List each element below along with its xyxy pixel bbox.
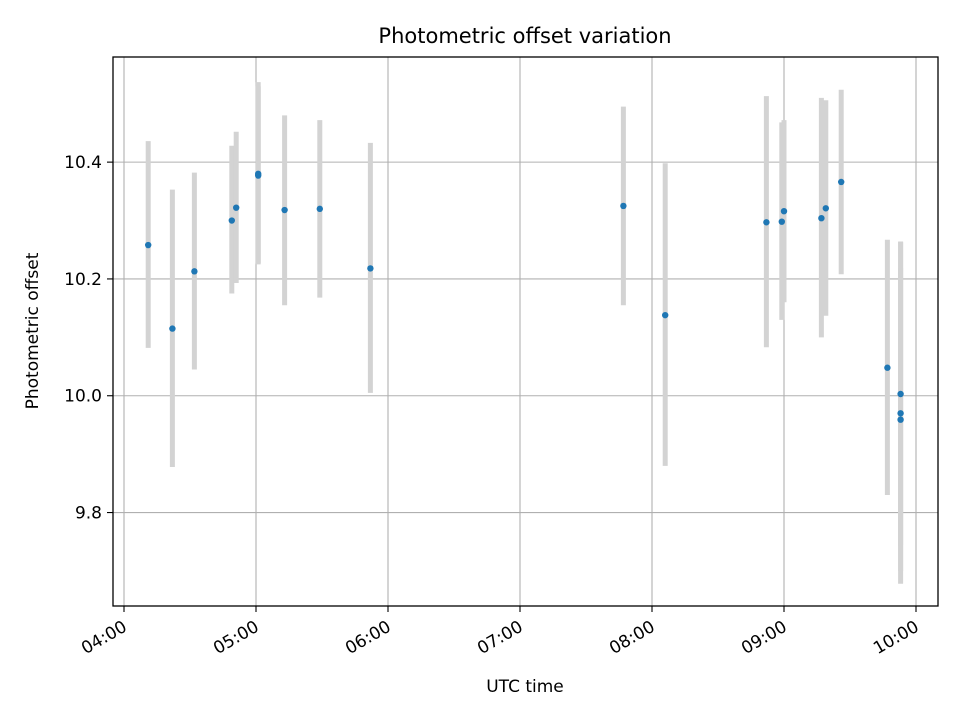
data-point [620, 202, 627, 210]
data-points [145, 170, 904, 423]
data-point [228, 217, 235, 224]
data-point [367, 265, 374, 272]
data-point [145, 241, 152, 249]
data-point [169, 325, 176, 332]
y-axis-title: Photometric offset [23, 252, 43, 409]
data-point [316, 205, 323, 213]
data-point [763, 219, 770, 226]
data-point [822, 205, 829, 212]
data-point [780, 207, 788, 215]
data-point [897, 416, 904, 423]
x-axis-title: UTC time [486, 677, 564, 697]
data-point [838, 178, 845, 186]
y-axis-ticks: 9.8 10.0 10.2 10.4 [64, 153, 113, 524]
data-point [884, 364, 891, 371]
plot-frame [112, 56, 939, 607]
data-point [778, 218, 785, 225]
data-point [897, 390, 904, 398]
data-point [662, 311, 669, 319]
y-tick-label: 10.4 [64, 153, 102, 173]
data-point [818, 214, 825, 222]
data-point [281, 206, 288, 214]
y-tick-label: 10.0 [64, 387, 102, 407]
y-tick-label: 9.8 [75, 504, 102, 524]
data-point [233, 204, 240, 211]
y-tick-label: 10.2 [64, 270, 102, 290]
data-point [255, 172, 262, 179]
data-point [191, 268, 198, 275]
data-point [897, 410, 904, 417]
chart-title: Photometric offset variation [378, 24, 671, 48]
